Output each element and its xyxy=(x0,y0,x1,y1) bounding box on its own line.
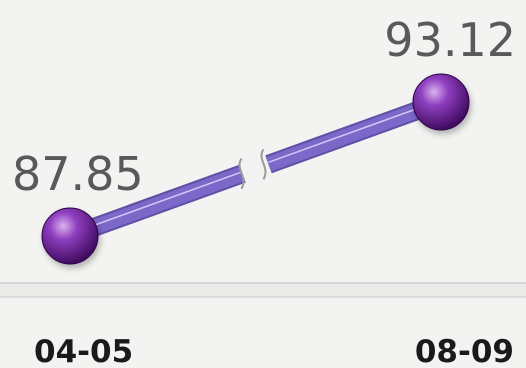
marker-layer xyxy=(41,73,470,265)
baseline-band xyxy=(0,283,526,297)
series-line-segment-1-highlight xyxy=(69,170,243,235)
axis-break-mark-left xyxy=(238,158,245,190)
series-line-segment-2-body xyxy=(265,94,444,172)
data-label-04-05: 87.85 xyxy=(12,147,144,201)
label-layer: 87.85 93.12 xyxy=(12,13,516,201)
tick-layer: 04-05 08-09 xyxy=(34,334,514,368)
series-line-segment-2-highlight xyxy=(268,99,442,164)
series-line-segment-2 xyxy=(265,93,445,174)
x-tick-label-04-05: 04-05 xyxy=(34,334,133,368)
series-layer xyxy=(66,93,445,245)
series-line-segment-1 xyxy=(66,164,246,245)
data-point-08-09 xyxy=(412,73,470,131)
data-label-08-09: 93.12 xyxy=(384,13,516,67)
axis-break-mark-right xyxy=(260,148,267,180)
x-tick-label-08-09: 08-09 xyxy=(415,334,514,368)
data-point-04-05 xyxy=(41,207,99,265)
series-line-segment-1-body xyxy=(67,166,246,244)
